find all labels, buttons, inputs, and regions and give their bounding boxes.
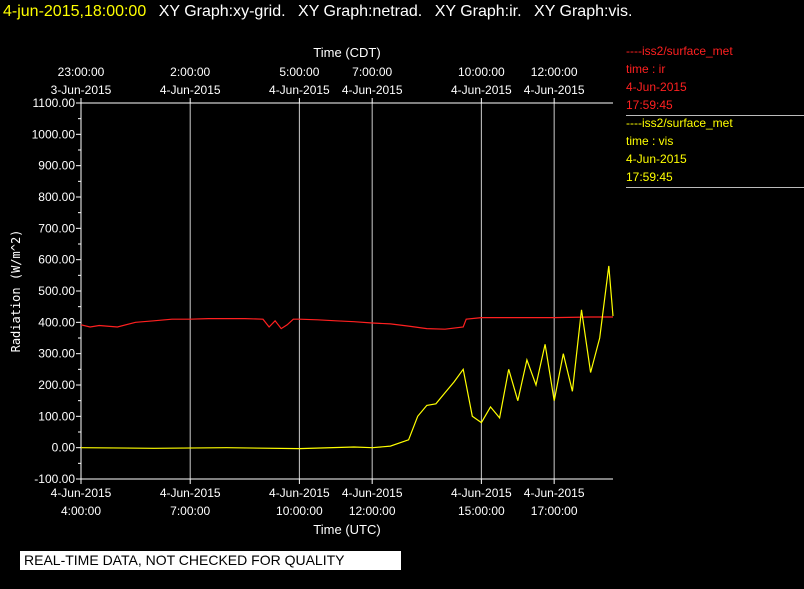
- quality-disclaimer: REAL-TIME DATA, NOT CHECKED FOR QUALITY: [20, 551, 401, 570]
- y-tick-label: -100.00: [34, 472, 75, 486]
- x2-tick-label-date: 4-Jun-2015: [160, 83, 221, 97]
- x-tick-label-time: 17:00:00: [531, 504, 578, 518]
- graph-link-xy-grid[interactable]: XY Graph:xy-grid.: [158, 3, 286, 20]
- header-timestamp: 4-jun-2015,18:00:00: [3, 3, 147, 20]
- x2-tick-label-time: 5:00:00: [279, 65, 319, 79]
- legend-source: ----iss2/surface_met: [626, 44, 733, 58]
- x-tick-label-date: 4-Jun-2015: [269, 486, 330, 500]
- series-line-vis: [80, 265, 614, 450]
- y-tick-label: 800.00: [38, 190, 75, 204]
- x2-tick-label-time: 12:00:00: [531, 65, 578, 79]
- x-tick-label-time: 4:00:00: [61, 504, 101, 518]
- x-tick-label-date: 4-Jun-2015: [51, 486, 112, 500]
- y-tick-label: 700.00: [38, 221, 75, 235]
- x-tick-label-time: 12:00:00: [349, 504, 396, 518]
- y-tick-label: 1000.00: [32, 127, 76, 141]
- x-tick-label-date: 4-Jun-2015: [524, 486, 585, 500]
- x2-tick-label-date: 4-Jun-2015: [451, 83, 512, 97]
- x-tick-label-date: 4-Jun-2015: [160, 486, 221, 500]
- x2-tick-label-date: 4-Jun-2015: [524, 83, 585, 97]
- legend-date: 4-Jun-2015: [626, 152, 687, 166]
- x2-tick-label-date: 4-Jun-2015: [269, 83, 330, 97]
- x-axis-label: Time (UTC): [313, 522, 380, 537]
- y-tick-label: 300.00: [38, 347, 75, 361]
- legend-source: ----iss2/surface_met: [626, 116, 733, 130]
- y-tick-label: 1100.00: [33, 96, 76, 110]
- y-tick-label: 100.00: [38, 409, 75, 423]
- legend-variable: time : vis: [626, 134, 674, 148]
- y-tick-label: 0.00: [52, 441, 76, 455]
- graph-link-vis[interactable]: XY Graph:vis.: [534, 3, 633, 20]
- legend-entry-ir[interactable]: ----iss2/surface_met time : ir 4-Jun-201…: [626, 42, 804, 116]
- legend-variable: time : ir: [626, 62, 666, 76]
- legend-date: 4-Jun-2015: [626, 80, 687, 94]
- x2-tick-label-time: 23:00:00: [58, 65, 105, 79]
- header: 4-jun-2015,18:00:00 XY Graph:xy-grid. XY…: [3, 3, 632, 21]
- legend-time: 17:59:45: [626, 170, 673, 184]
- y-tick-label: 400.00: [38, 315, 75, 329]
- x2-tick-label-time: 10:00:00: [458, 65, 505, 79]
- y-tick-label: 600.00: [38, 253, 75, 267]
- x-tick-label-time: 10:00:00: [276, 504, 323, 518]
- legend-divider: [626, 115, 804, 116]
- x2-tick-label-date: 3-Jun-2015: [51, 83, 112, 97]
- legend-divider: [626, 187, 804, 188]
- legend-entry-vis[interactable]: ----iss2/surface_met time : vis 4-Jun-20…: [626, 114, 804, 188]
- x2-tick-label-time: 2:00:00: [170, 65, 210, 79]
- y-tick-label: 200.00: [38, 378, 75, 392]
- x-tick-label-date: 4-Jun-2015: [451, 486, 512, 500]
- x-tick-label-time: 15:00:00: [458, 504, 505, 518]
- x-tick-label-time: 7:00:00: [170, 504, 210, 518]
- graph-link-netrad[interactable]: XY Graph:netrad.: [298, 3, 423, 20]
- x-tick-label-date: 4-Jun-2015: [342, 486, 403, 500]
- legend-time: 17:59:45: [626, 98, 673, 112]
- y-axis-label: Radiation (W/m^2): [9, 230, 23, 353]
- graph-link-ir[interactable]: XY Graph:ir.: [434, 3, 522, 20]
- y-tick-label: 500.00: [38, 284, 75, 298]
- y-tick-label: 900.00: [38, 159, 75, 173]
- x2-axis-label: Time (CDT): [313, 45, 380, 60]
- x2-tick-label-time: 7:00:00: [352, 65, 392, 79]
- series-line-ir: [80, 316, 613, 330]
- x2-tick-label-date: 4-Jun-2015: [342, 83, 403, 97]
